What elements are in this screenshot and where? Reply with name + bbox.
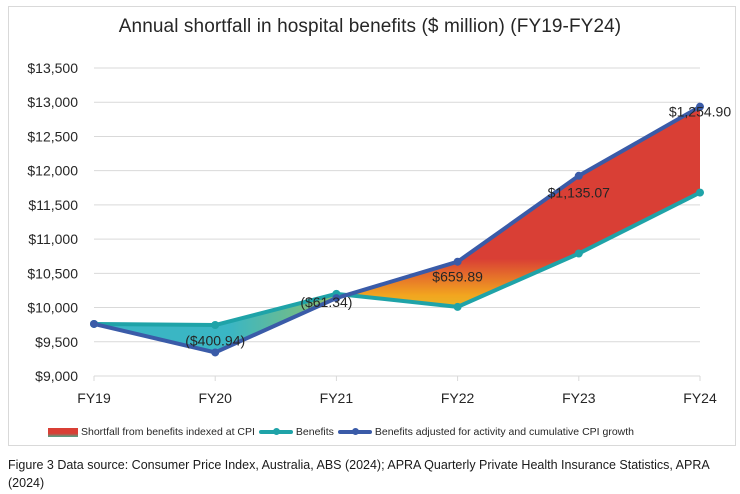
plot-area: $9,000 $9,500 $10,000 $10,500 $11,000 $11,500…	[27, 60, 731, 406]
figure-caption: Figure 3 Data source: Consumer Price Ind…	[8, 458, 710, 490]
y-tick-label: $10,500	[27, 265, 78, 281]
data-point-adjusted	[696, 102, 704, 111]
data-labels: ($400.94) ($61.34) $659.89 $1,135.07 $1,254.…	[185, 104, 731, 349]
x-tick-label: FY23	[562, 390, 596, 406]
y-tick-label: $12,500	[27, 128, 78, 144]
data-label: ($61.34)	[300, 294, 352, 310]
data-label: $659.89	[432, 268, 483, 284]
data-point-benefits	[211, 321, 220, 330]
series-points	[90, 102, 704, 357]
legend: Shortfall from benefits indexed at CPI B…	[48, 424, 728, 440]
data-label: $1,135.07	[548, 185, 610, 201]
y-axis-tick-labels: $9,000 $9,500 $10,000 $10,500 $11,000 $11,500…	[27, 60, 78, 384]
y-tick-label: $13,500	[27, 60, 78, 76]
data-label: $1,254.90	[669, 104, 731, 120]
data-label: ($400.94)	[185, 333, 245, 349]
x-axis: FY19 FY20 FY21 FY22 FY23 FY24	[77, 375, 717, 406]
x-tick-label: FY24	[683, 390, 717, 406]
x-tick-label: FY21	[320, 390, 354, 406]
data-point-benefits	[574, 249, 583, 258]
x-tick-label: FY22	[441, 390, 475, 406]
y-tick-label: $10,000	[27, 300, 78, 316]
legend-item-benefits: Benefits	[258, 426, 334, 438]
shortfall-area	[94, 106, 700, 353]
y-tick-label: $13,000	[27, 94, 78, 110]
legend-item-shortfall: Shortfall from benefits indexed at CPI	[48, 426, 255, 438]
legend-label-shortfall: Shortfall from benefits indexed at CPI	[81, 426, 255, 438]
y-tick-label: $11,500	[28, 197, 78, 213]
x-tick-label: FY19	[77, 390, 111, 406]
x-tick-label: FY20	[198, 390, 232, 406]
shortfall-area-positive	[336, 106, 700, 307]
y-tick-label: $9,500	[35, 334, 78, 350]
series-line-adjusted	[92, 104, 702, 355]
y-tick-label: $11,000	[28, 231, 78, 247]
y-tick-label: $9,000	[35, 368, 78, 384]
legend-label-benefits: Benefits	[295, 426, 334, 438]
legend-item-adjusted: Benefits adjusted for activity and cumul…	[337, 426, 635, 438]
legend-label-adjusted: Benefits adjusted for activity and cumul…	[374, 426, 635, 438]
data-point-benefits	[453, 302, 462, 311]
legend-swatch-shortfall	[48, 427, 78, 437]
series-line-benefits	[92, 190, 702, 328]
chart-title: Annual shortfall in hospital benefits ($…	[118, 16, 622, 37]
data-point-adjusted	[90, 319, 98, 328]
data-point-adjusted	[211, 348, 220, 357]
data-point-benefits	[696, 188, 704, 197]
y-tick-label: $12,000	[27, 163, 78, 179]
data-point-adjusted	[574, 171, 583, 180]
series-lines	[92, 104, 702, 355]
legend-swatch-benefits	[258, 427, 293, 437]
legend-swatch-adjusted	[337, 427, 372, 437]
data-point-adjusted	[332, 294, 341, 303]
data-point-adjusted	[453, 257, 462, 266]
